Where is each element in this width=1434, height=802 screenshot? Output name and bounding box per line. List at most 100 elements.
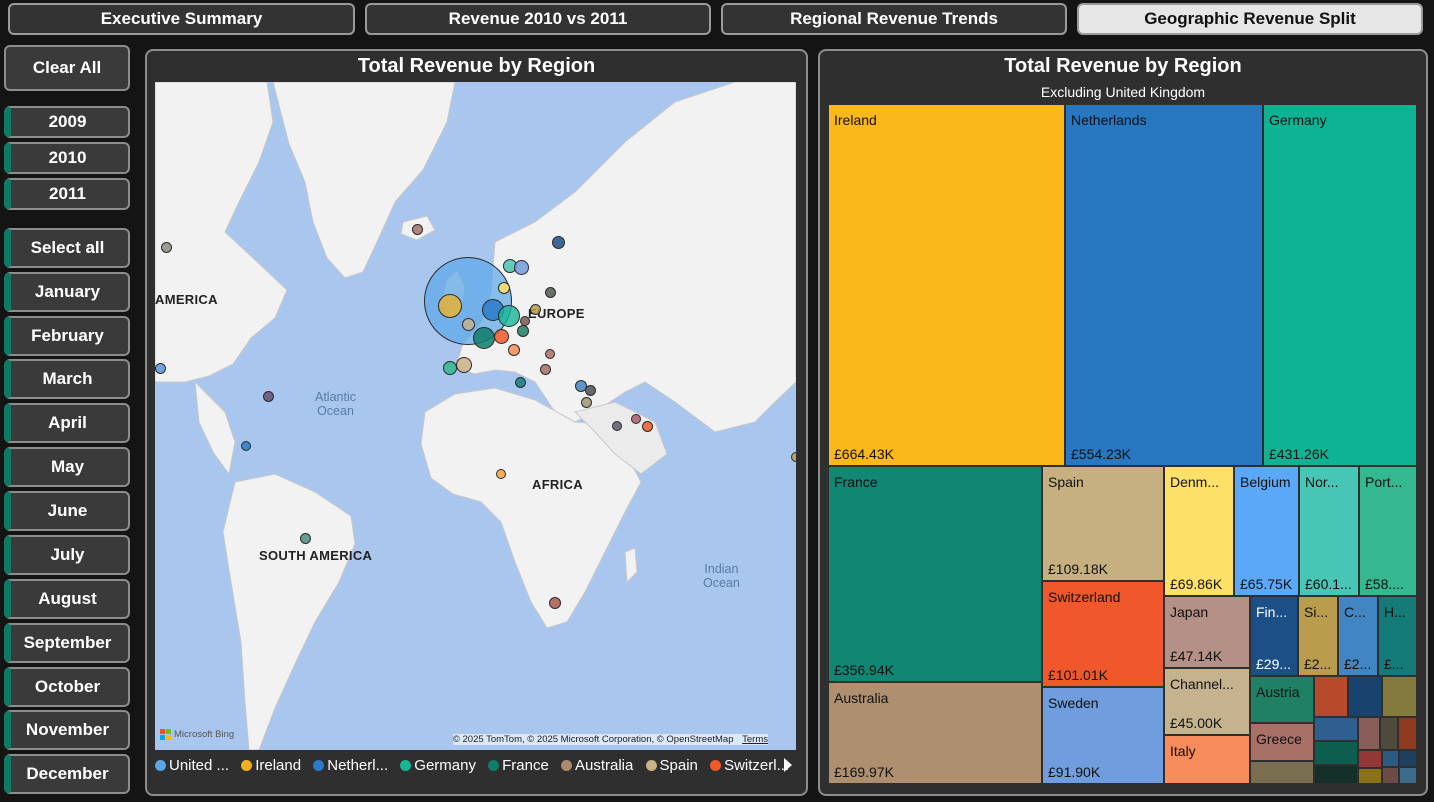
treemap-tile-small[interactable] [1358, 768, 1382, 784]
legend-item[interactable]: Ireland [241, 757, 301, 774]
bubble-bermuda[interactable] [263, 391, 274, 402]
treemap-tile-singapore[interactable]: Si... £2... [1298, 596, 1338, 676]
legend-item[interactable]: Germany [400, 757, 476, 774]
bubble-germany[interactable] [498, 305, 520, 327]
bubble-saudi-arabia[interactable] [612, 421, 622, 431]
bubble-portugal[interactable] [443, 361, 457, 375]
bubble-cyprus[interactable] [545, 349, 555, 359]
month-november-button[interactable]: November [4, 710, 130, 750]
legend-item[interactable]: France [488, 757, 549, 774]
treemap-tile-finland[interactable]: Fin... £29... [1250, 596, 1298, 676]
bubble-nigeria[interactable] [496, 469, 506, 479]
bubble-israel[interactable] [581, 397, 592, 408]
treemap-tile-small[interactable] [1399, 750, 1417, 767]
bubble-spain[interactable] [456, 357, 472, 373]
treemap-tile-netherlands[interactable]: Netherlands £554.23K [1065, 104, 1263, 466]
month-select-all-button[interactable]: Select all [4, 228, 130, 268]
legend-item[interactable]: Australia [561, 757, 633, 774]
bubble-channel-islands[interactable] [462, 318, 475, 331]
treemap-tile-greece[interactable]: Greece [1250, 723, 1314, 761]
bubble-map[interactable]: AMERICA EUROPE AFRICA SOUTH AMERICA Atla… [155, 82, 796, 750]
legend-item[interactable]: United ... [155, 757, 229, 774]
treemap-tile-ireland[interactable]: Ireland £664.43K [828, 104, 1065, 466]
legend-next-arrow-icon[interactable] [784, 758, 792, 772]
treemap-tile-france[interactable]: France £356.94K [828, 466, 1042, 682]
bubble-west-indies[interactable] [241, 441, 251, 451]
month-september-button[interactable]: September [4, 623, 130, 663]
treemap-tile-small[interactable] [1314, 765, 1358, 784]
terms-link[interactable]: Terms [742, 734, 768, 745]
treemap-tile-small[interactable] [1399, 767, 1417, 784]
bubble-south-africa[interactable] [549, 597, 561, 609]
treemap-tile-small[interactable] [1314, 676, 1348, 717]
treemap-tile-small[interactable] [1382, 767, 1399, 784]
bubble-sweden[interactable] [514, 260, 529, 275]
treemap-tile-small[interactable] [1358, 750, 1382, 768]
bubble-switzerland[interactable] [494, 329, 509, 344]
bubble-austria[interactable] [517, 325, 529, 337]
treemap-tile-small[interactable] [1358, 717, 1380, 750]
bubble-ireland[interactable] [438, 294, 462, 318]
bubble-bahrain[interactable] [631, 414, 641, 424]
month-october-button[interactable]: October [4, 667, 130, 707]
treemap-tile-belgium[interactable]: Belgium £65.75K [1234, 466, 1299, 596]
treemap-tile-channel-islands[interactable]: Channel... £45.00K [1164, 668, 1250, 735]
clear-all-button[interactable]: Clear All [4, 45, 130, 91]
month-june-button[interactable]: June [4, 491, 130, 531]
month-january-button[interactable]: January [4, 272, 130, 312]
bubble-italy[interactable] [508, 344, 520, 356]
treemap-tile-hong-kong[interactable]: H... £... [1378, 596, 1417, 676]
bubble-iceland[interactable] [412, 224, 423, 235]
tab-revenue-2010-vs-2011[interactable]: Revenue 2010 vs 2011 [365, 3, 711, 35]
treemap-tile-small[interactable] [1348, 676, 1382, 717]
treemap-tile-spain[interactable]: Spain £109.18K [1042, 466, 1164, 581]
treemap-tile-japan[interactable]: Japan £47.14K [1164, 596, 1250, 668]
legend-item[interactable]: Switzerl... [710, 757, 789, 774]
treemap-tile-australia[interactable]: Australia £169.97K [828, 682, 1042, 784]
treemap-tile-small[interactable] [1382, 676, 1417, 717]
bubble-finland[interactable] [552, 236, 565, 249]
treemap-tile-portugal[interactable]: Port... £58.... [1359, 466, 1417, 596]
bubble-lithuania[interactable] [520, 316, 530, 326]
legend-item[interactable]: Netherl... [313, 757, 388, 774]
tab-geographic-revenue-split[interactable]: Geographic Revenue Split [1077, 3, 1423, 35]
year-2010-button[interactable]: 2010 [4, 142, 130, 174]
treemap-tile-italy[interactable]: Italy [1164, 735, 1250, 784]
treemap-tile-small[interactable] [1250, 761, 1314, 784]
legend-item[interactable]: Spain [645, 757, 698, 774]
treemap-tile-switzerland[interactable]: Switzerland £101.01K [1042, 581, 1164, 687]
month-april-button[interactable]: April [4, 403, 130, 443]
bubble-usa[interactable] [155, 363, 166, 374]
bubble-czech[interactable] [530, 304, 541, 315]
bubble-denmark[interactable] [498, 282, 510, 294]
treemap-tile-small[interactable] [1314, 741, 1358, 765]
treemap-tile-small[interactable] [1380, 717, 1398, 750]
month-may-button[interactable]: May [4, 447, 130, 487]
treemap-tile-austria[interactable]: Austria [1250, 676, 1314, 723]
treemap-tile-small[interactable] [1382, 750, 1399, 767]
year-2009-button[interactable]: 2009 [4, 106, 130, 138]
month-february-button[interactable]: February [4, 316, 130, 356]
bubble-brazil[interactable] [300, 533, 311, 544]
tab-executive-summary[interactable]: Executive Summary [8, 3, 355, 35]
tab-regional-revenue-trends[interactable]: Regional Revenue Trends [721, 3, 1067, 35]
treemap-tile-sweden[interactable]: Sweden £91.90K [1042, 687, 1164, 784]
treemap-tile-small[interactable] [1398, 717, 1417, 750]
bubble-uae[interactable] [642, 421, 653, 432]
treemap-tile-denmark[interactable]: Denm... £69.86K [1164, 466, 1234, 596]
month-december-button[interactable]: December [4, 754, 130, 794]
year-2011-button[interactable]: 2011 [4, 178, 130, 210]
bubble-malta[interactable] [515, 377, 526, 388]
month-august-button[interactable]: August [4, 579, 130, 619]
treemap-tile-cyprus[interactable]: C... £2... [1338, 596, 1378, 676]
month-march-button[interactable]: March [4, 359, 130, 399]
treemap-tile-norway[interactable]: Nor... £60.1... [1299, 466, 1359, 596]
bubble-canada[interactable] [161, 242, 172, 253]
month-july-button[interactable]: July [4, 535, 130, 575]
bubble-poland[interactable] [545, 287, 556, 298]
bubble-lebanon[interactable] [585, 385, 596, 396]
treemap-tile-small[interactable] [1314, 717, 1358, 741]
bubble-greece[interactable] [540, 364, 551, 375]
bubble-france[interactable] [473, 327, 495, 349]
treemap-tile-germany[interactable]: Germany £431.26K [1263, 104, 1417, 466]
